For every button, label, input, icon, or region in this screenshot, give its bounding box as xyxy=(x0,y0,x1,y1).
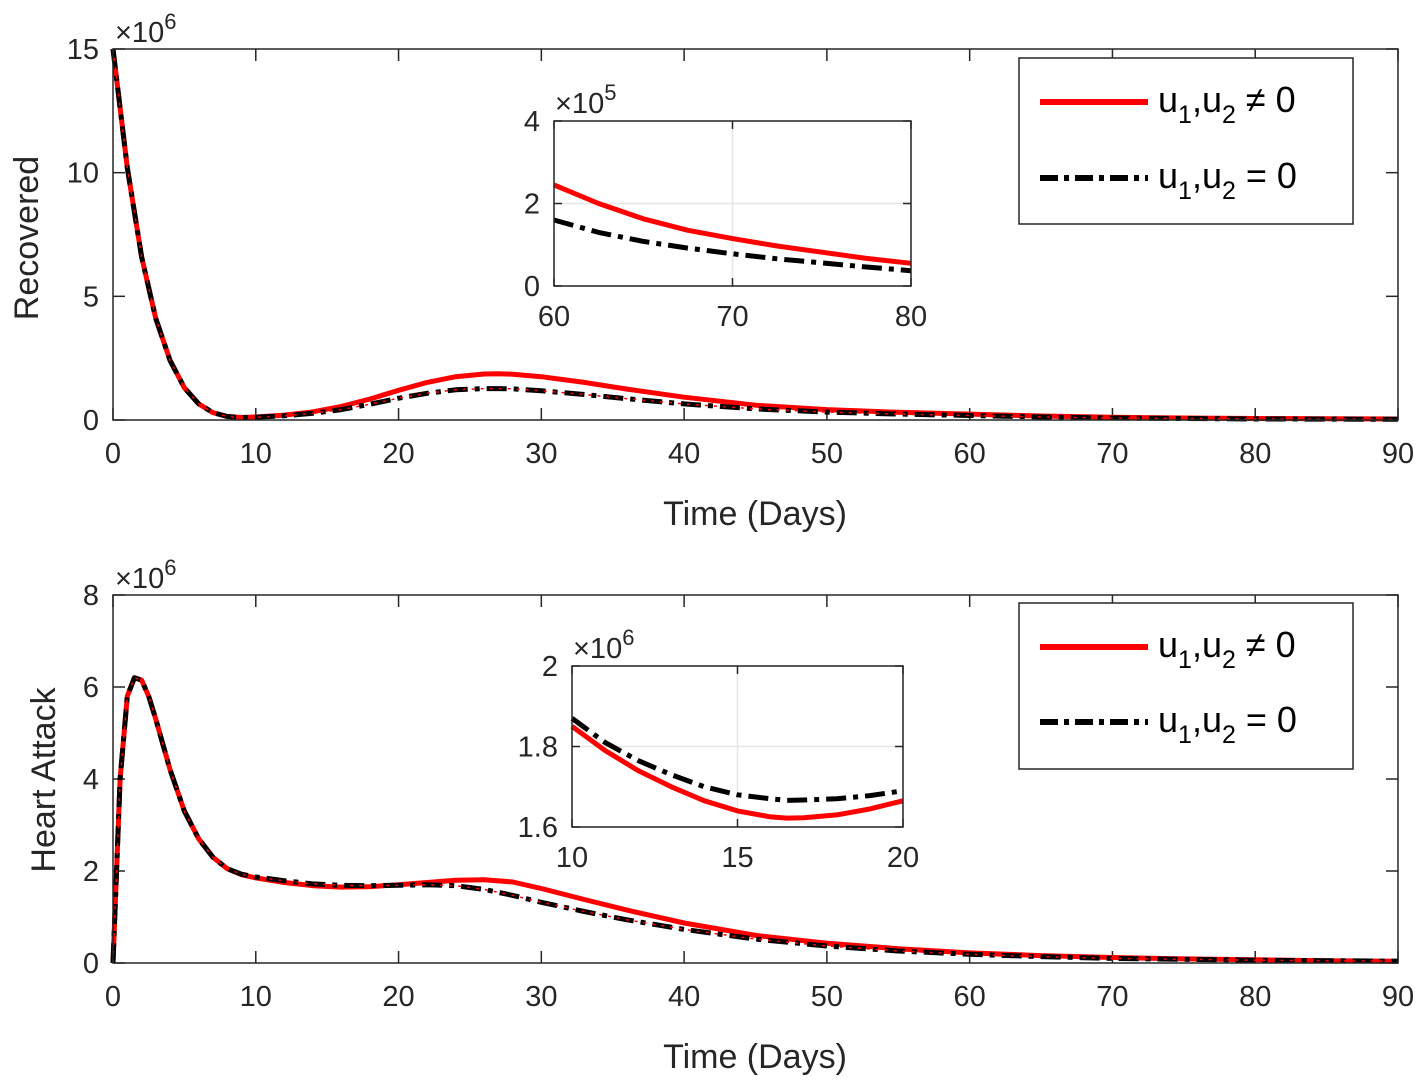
y-exponent: ×106 xyxy=(115,555,176,595)
y-tick-label: 0 xyxy=(83,948,99,980)
x-tick-label: 30 xyxy=(525,981,557,1013)
y-axis-label: Heart Attack xyxy=(25,686,63,872)
x-tick-label: 80 xyxy=(1239,438,1271,470)
x-tick-labels: 0 10 20 30 40 50 60 70 80 90 xyxy=(105,438,1414,470)
y-tick-label: 0 xyxy=(83,405,99,437)
x-tick-label: 50 xyxy=(811,438,843,470)
legend-box xyxy=(1018,57,1354,225)
x-tick-label: 40 xyxy=(668,438,700,470)
legend-label-uncontrolled: u1,u2 = 0 xyxy=(1158,155,1297,205)
inset-axes-box xyxy=(571,665,904,828)
inset-axes-box xyxy=(553,120,912,287)
x-axis-label: Time (Days) xyxy=(663,1038,847,1076)
legend-box xyxy=(1018,602,1354,770)
x-tick-label: 10 xyxy=(240,981,272,1013)
series-line-controlled xyxy=(570,724,904,821)
y-tick-label: 0 xyxy=(524,271,540,303)
legend-label-controlled: u1,u2 ≠ 0 xyxy=(1158,79,1296,129)
x-tick-label: 10 xyxy=(240,438,272,470)
y-tick-label: 4 xyxy=(83,764,99,796)
heart-attack-panel: 0 10 20 30 40 50 60 70 80 90 0 2 4 6 8 ×106 Time (Day… xyxy=(25,555,1414,1076)
x-tick-label: 90 xyxy=(1382,981,1414,1013)
inset-y-tick-labels: 1.6 1.8 2 xyxy=(518,651,558,844)
x-tick-label: 15 xyxy=(721,842,753,874)
x-tick-label: 60 xyxy=(954,981,986,1013)
x-tick-label: 40 xyxy=(668,981,700,1013)
x-tick-label: 30 xyxy=(525,438,557,470)
x-tick-label: 10 xyxy=(556,842,588,874)
inset-series-lines xyxy=(570,716,904,821)
series-line-uncontrolled xyxy=(570,716,904,803)
x-tick-label: 60 xyxy=(954,438,986,470)
legend: u1,u2 ≠ 0 u1,u2 = 0 xyxy=(1018,57,1354,225)
y-tick-label: 6 xyxy=(83,672,99,704)
y-tick-label: 2 xyxy=(524,189,540,221)
axes-box xyxy=(112,48,1399,421)
inset-plot: 10 15 20 1.6 1.8 2 ×106 xyxy=(518,625,919,874)
y-tick-labels: 0 2 4 6 8 xyxy=(83,580,99,980)
inset-series-lines xyxy=(553,182,912,274)
x-tick-label: 20 xyxy=(887,842,919,874)
x-tick-label: 70 xyxy=(1096,981,1128,1013)
inset-y-exponent: ×106 xyxy=(573,625,634,665)
axes-box xyxy=(112,594,1399,964)
x-tick-label: 50 xyxy=(811,981,843,1013)
series-lines xyxy=(110,675,1399,964)
y-tick-label: 1.8 xyxy=(518,732,558,764)
x-tick-label: 80 xyxy=(1239,981,1271,1013)
inset-y-tick-labels: 0 2 4 xyxy=(524,106,540,303)
x-axis-label: Time (Days) xyxy=(663,495,847,533)
y-tick-label: 1.6 xyxy=(518,812,558,844)
legend-label-uncontrolled: u1,u2 = 0 xyxy=(1158,699,1297,749)
x-tick-label: 90 xyxy=(1382,438,1414,470)
series-line-controlled xyxy=(553,182,912,266)
y-exponent: ×106 xyxy=(115,9,176,49)
legend-label-controlled: u1,u2 ≠ 0 xyxy=(1158,624,1296,674)
series-line-uncontrolled xyxy=(110,675,1399,964)
series-line-overlay xyxy=(112,48,1399,421)
y-tick-label: 4 xyxy=(524,106,540,138)
x-tick-label: 60 xyxy=(538,301,570,333)
y-tick-label: 8 xyxy=(83,580,99,612)
x-tick-label: 70 xyxy=(1096,438,1128,470)
x-tick-label: 0 xyxy=(105,438,121,470)
x-tick-labels: 0 10 20 30 40 50 60 70 80 90 xyxy=(105,981,1414,1013)
inset-x-tick-labels: 10 15 20 xyxy=(556,842,919,874)
inset-x-tick-labels: 60 70 80 xyxy=(538,301,927,333)
series-lines xyxy=(110,48,1399,422)
y-axis-label: Recovered xyxy=(8,156,46,320)
inset-y-exponent: ×105 xyxy=(555,80,616,120)
inset-plot: 60 70 80 0 2 4 ×105 xyxy=(524,80,927,333)
y-tick-label: 2 xyxy=(542,651,558,683)
y-tick-labels: 0 5 10 15 xyxy=(67,34,99,437)
x-tick-label: 0 xyxy=(105,981,121,1013)
legend: u1,u2 ≠ 0 u1,u2 = 0 xyxy=(1018,602,1354,770)
x-tick-label: 20 xyxy=(382,981,414,1013)
x-tick-label: 20 xyxy=(382,438,414,470)
x-tick-label: 80 xyxy=(895,301,927,333)
y-tick-label: 15 xyxy=(67,34,99,66)
series-line-uncontrolled xyxy=(553,217,912,274)
y-tick-label: 2 xyxy=(83,856,99,888)
x-tick-label: 70 xyxy=(716,301,748,333)
y-tick-label: 10 xyxy=(67,158,99,190)
y-tick-label: 5 xyxy=(83,281,99,313)
